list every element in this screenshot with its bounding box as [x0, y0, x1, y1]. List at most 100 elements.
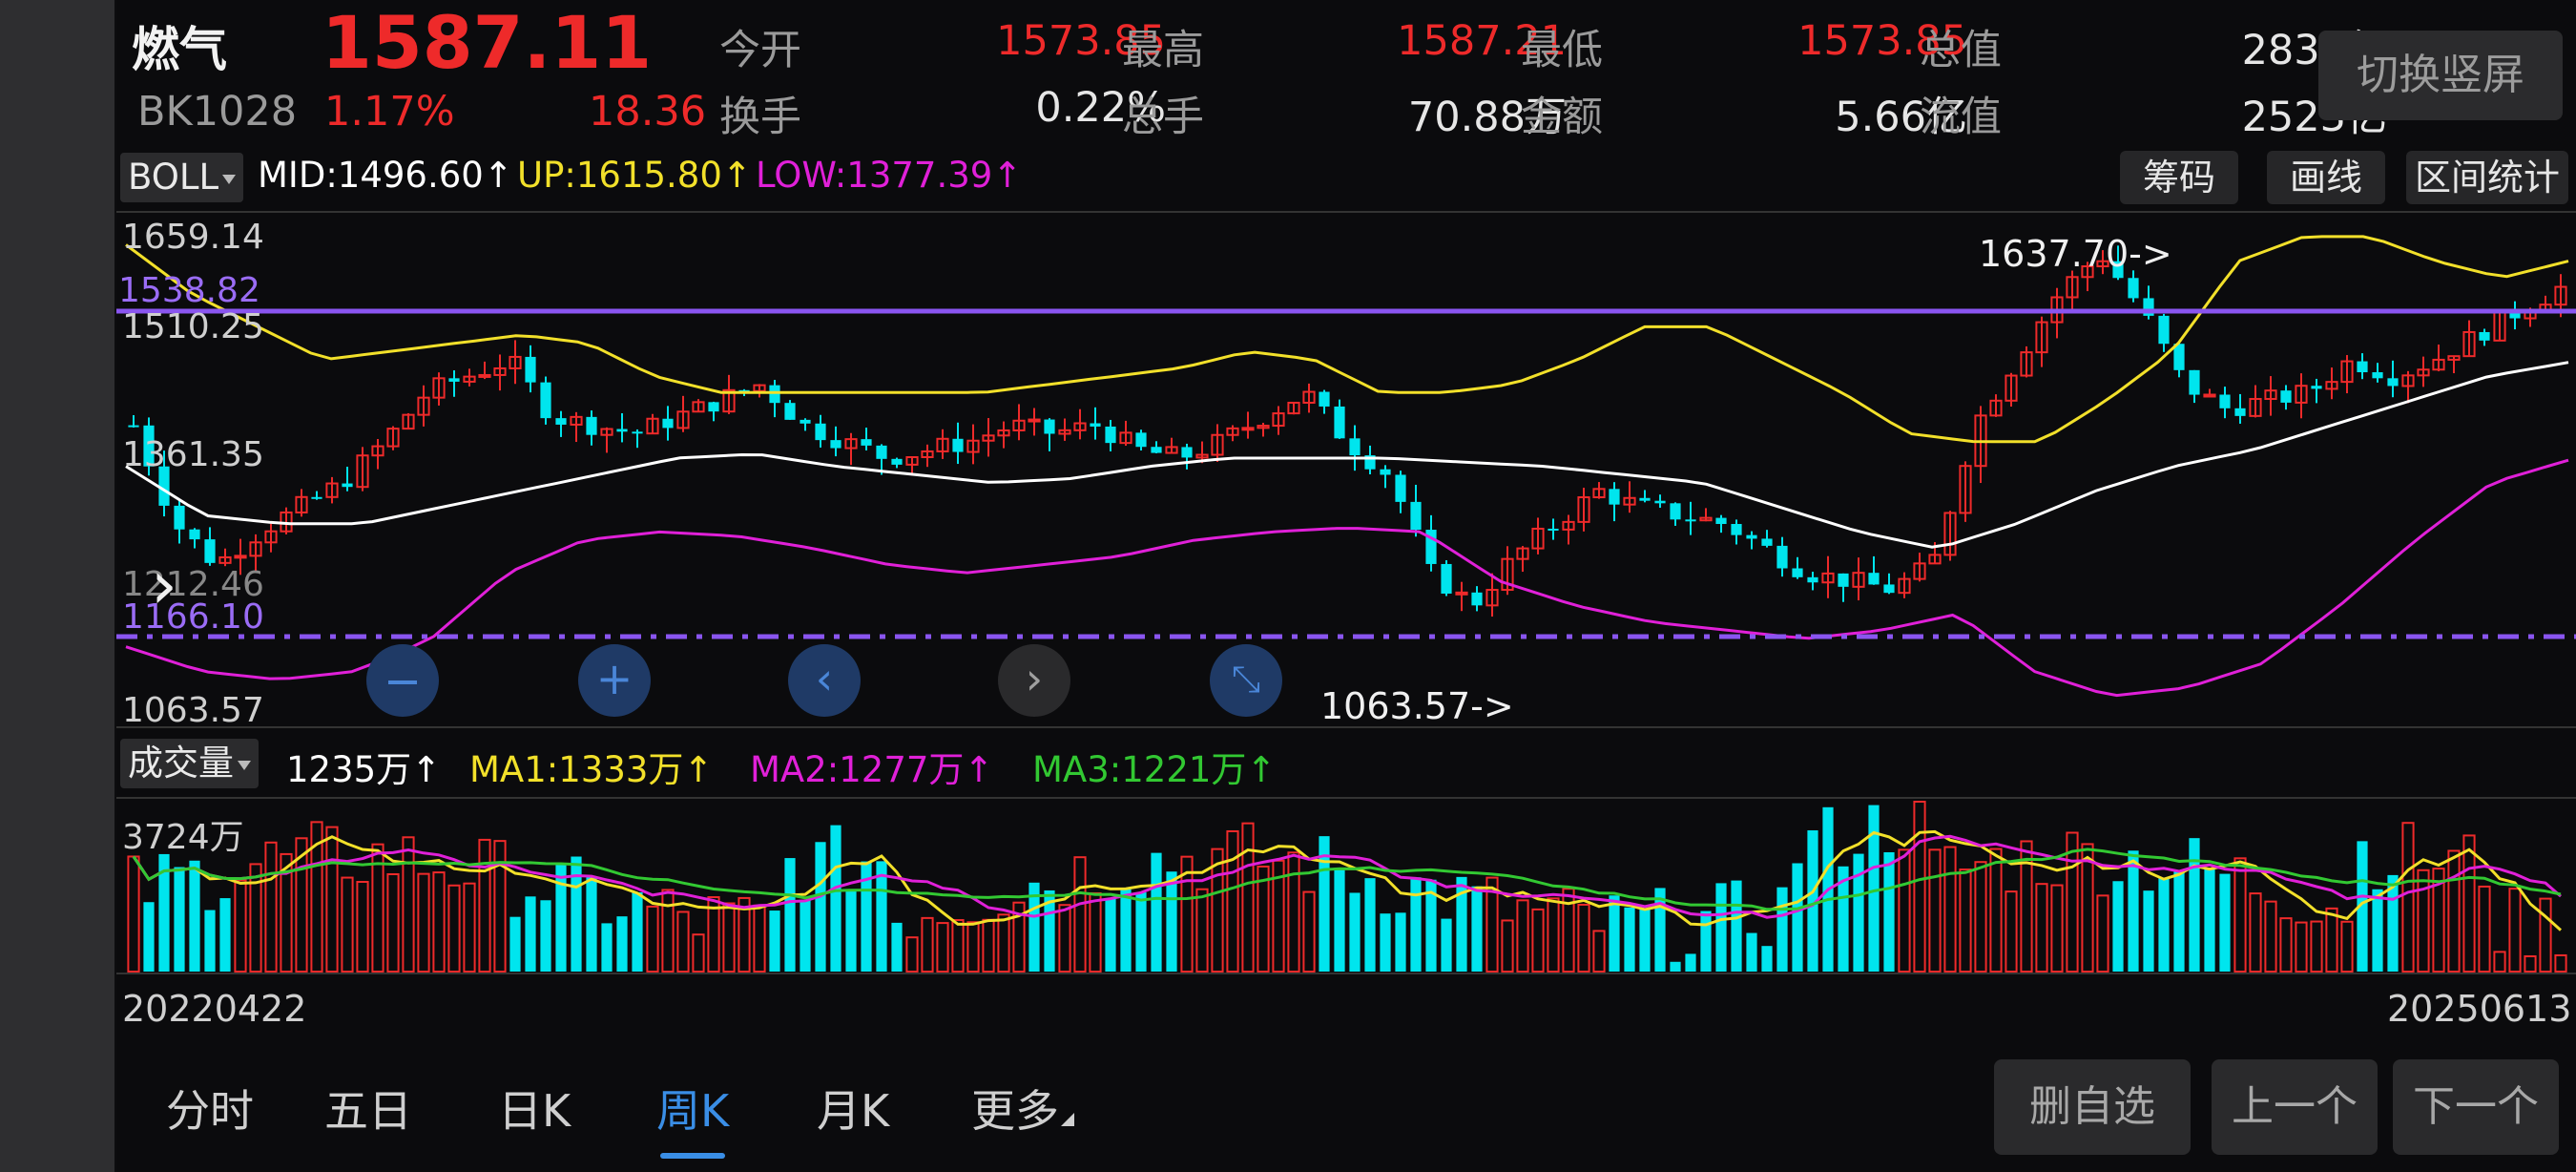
volume-bar — [2020, 840, 2033, 973]
volume-ma2-line — [132, 834, 2562, 919]
volume-bar — [249, 863, 262, 973]
previous-button[interactable]: 上一个 — [2212, 1059, 2378, 1155]
reset-zoom-button[interactable]: ⤡ — [1210, 644, 1282, 717]
candle-body — [921, 450, 934, 458]
candle-body — [1395, 474, 1406, 502]
candles — [128, 245, 2567, 617]
candle-body — [2128, 278, 2139, 299]
remove-watchlist-button[interactable]: 删自选 — [1994, 1059, 2191, 1155]
volume-bar — [2508, 888, 2522, 973]
chevron-right-icon: › — [1025, 653, 1044, 704]
tab-five-day[interactable]: 五日 — [324, 1085, 412, 1137]
volume-bar — [1639, 909, 1651, 972]
chip-distribution-button[interactable]: 筹码 — [2120, 151, 2238, 204]
candle-body — [1670, 503, 1681, 520]
scroll-left-button[interactable]: ‹ — [788, 644, 861, 717]
candle-body — [570, 415, 583, 426]
y-label-2: 1510.25 — [122, 307, 264, 346]
volume-bar — [753, 904, 766, 973]
switch-portrait-button[interactable]: 切换竖屏 — [2318, 31, 2563, 120]
volume-dropdown-label: 成交量 — [128, 743, 234, 784]
volume-bar — [447, 884, 461, 973]
min-price-marker: 1063.57-> — [1320, 685, 1514, 727]
volume-bar — [310, 821, 323, 973]
candle-body — [311, 496, 322, 499]
candle-body — [1715, 517, 1727, 525]
candle-body — [2387, 378, 2399, 387]
tab-more[interactable]: 更多 — [971, 1077, 1074, 1140]
volume-value: 1235万↑ — [286, 749, 442, 790]
zoom-in-button[interactable]: + — [578, 644, 651, 717]
candle-body — [1058, 429, 1071, 435]
zoom-out-button[interactable] — [366, 644, 439, 717]
candle-body — [936, 437, 949, 452]
y-label-3: 1361.35 — [122, 435, 264, 474]
range-stats-button[interactable]: 区间统计 — [2406, 151, 2568, 204]
left-edge-panel — [0, 0, 114, 1172]
candle-body — [616, 429, 628, 432]
volume-bar — [1151, 852, 1162, 972]
volume-bar — [1562, 888, 1575, 973]
chart-borders — [116, 211, 2576, 728]
candle-body — [448, 378, 460, 382]
volume-indicator-dropdown[interactable]: 成交量 — [120, 739, 259, 788]
candle-body — [662, 418, 674, 429]
max-price-marker: 1637.70-> — [1979, 233, 2172, 275]
next-button[interactable]: 下一个 — [2393, 1059, 2559, 1155]
volume-bar — [661, 889, 675, 973]
volume-bar — [845, 890, 857, 972]
volume-bar — [1731, 880, 1742, 972]
candle-body — [2203, 393, 2216, 398]
volume-bar — [2005, 890, 2018, 973]
candle-body — [1349, 438, 1361, 456]
volume-bar — [982, 918, 995, 973]
volume-bar — [1624, 907, 1635, 972]
volume-bar — [1456, 876, 1467, 972]
indicator-dropdown[interactable]: BOLL — [120, 153, 244, 202]
volume-bar — [341, 876, 354, 973]
sector-code: BK1028 — [137, 88, 298, 136]
candle-body — [1577, 496, 1590, 523]
stat-high-label: 最高 — [1122, 27, 1204, 74]
volume-bar — [493, 840, 507, 973]
boll-mid-value: MID:1496.60↑ — [258, 155, 513, 196]
level-label-lower: 1166.10 — [122, 597, 264, 637]
volume-bar — [1592, 930, 1606, 973]
scroll-right-button[interactable]: › — [998, 644, 1070, 717]
volume-bar — [905, 936, 919, 973]
candle-body — [2066, 276, 2079, 299]
volume-bar — [2357, 841, 2368, 972]
tab-intraday[interactable]: 分时 — [166, 1085, 254, 1137]
candle-body — [2189, 369, 2200, 395]
candle-body — [784, 403, 796, 420]
volume-bar — [1792, 863, 1803, 972]
candle-body — [1883, 584, 1895, 594]
candle-body — [1792, 568, 1803, 577]
volume-bar — [234, 879, 247, 973]
candle-body — [1334, 406, 1345, 439]
volume-bar — [1349, 892, 1361, 972]
stat-amount-label: 金额 — [1521, 94, 1603, 141]
volume-bar — [1195, 888, 1209, 973]
candle-body — [1181, 447, 1193, 458]
volume-bar — [1654, 888, 1666, 972]
draw-line-button[interactable]: 画线 — [2267, 151, 2385, 204]
tab-daily-k[interactable]: 日K — [498, 1085, 571, 1137]
volume-bar — [189, 860, 200, 972]
candle-body — [905, 455, 919, 466]
volume-bar — [1471, 886, 1483, 972]
stat-low-label: 最低 — [1521, 27, 1603, 74]
chevron-left-icon: ‹ — [815, 653, 834, 704]
volume-bar — [1058, 904, 1071, 973]
volume-chart[interactable] — [116, 792, 2576, 983]
tab-weekly-k[interactable]: 周K — [656, 1085, 730, 1137]
candle-body — [204, 539, 216, 563]
tab-monthly-k[interactable]: 月K — [817, 1085, 890, 1137]
price-chart[interactable] — [116, 0, 2576, 735]
candle-body — [1592, 488, 1606, 499]
volume-bar — [2401, 822, 2415, 973]
expand-chevron-icon[interactable]: › — [151, 546, 177, 624]
volume-bar — [936, 922, 949, 973]
volume-bar — [1044, 889, 1055, 972]
volume-bar — [1715, 883, 1727, 972]
